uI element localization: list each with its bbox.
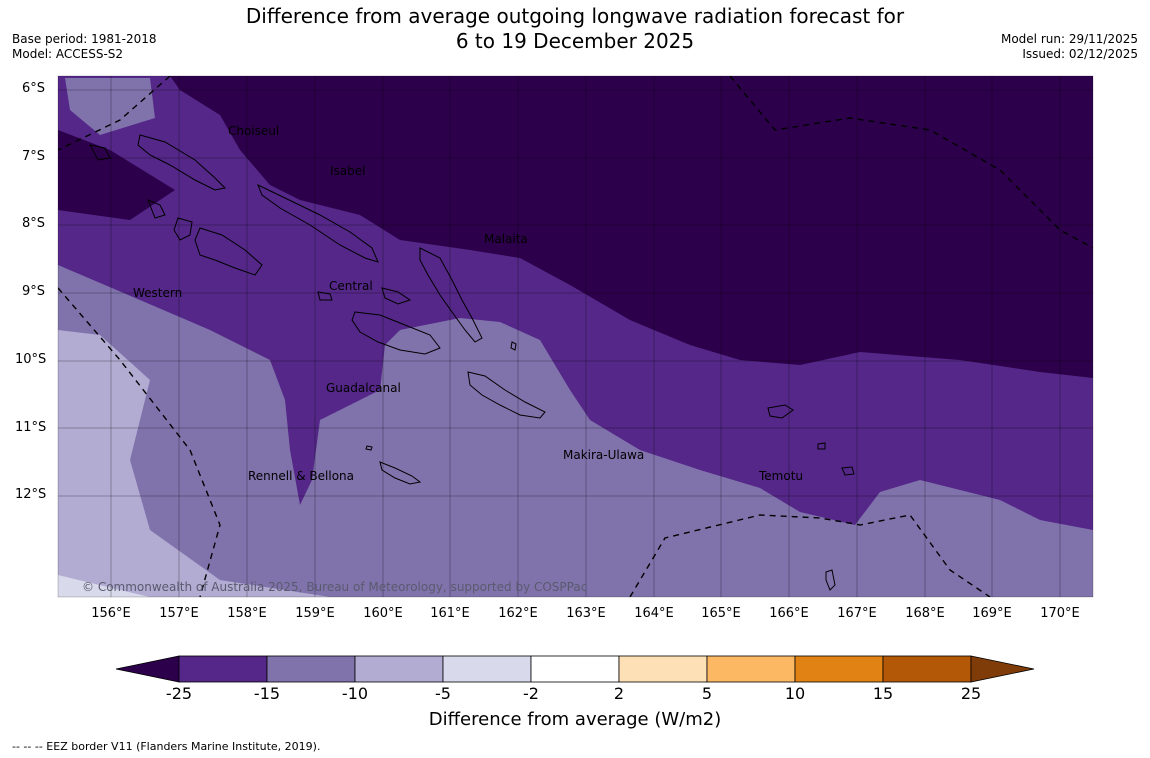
map-area [58,76,1093,597]
lon-label: 158°E [227,606,267,621]
colorbar-segment [266,655,356,683]
eez-border [58,76,1093,597]
vella-lavella [147,199,166,219]
contour-lightest-corner [58,575,150,597]
russell-islands [317,291,333,301]
colorbar-segment [706,655,796,683]
base-info: Base period: 1981-2018 Model: ACCESS-S2 [12,32,157,62]
region-label-malaita: Malaita [484,232,528,246]
colorbar-label: 15 [872,684,894,703]
lat-label: 6°S [22,81,46,96]
lon-label: 166°E [769,606,809,621]
model-name: Model: ACCESS-S2 [12,47,124,61]
lon-label: 157°E [159,606,199,621]
map-grid [58,76,1093,597]
lon-label: 160°E [363,606,403,621]
region-label-central: Central [329,279,373,293]
makira-island [467,371,546,419]
malaita-island [419,247,483,343]
lat-label: 7°S [22,149,46,164]
new-georgia-group [194,227,263,276]
florida-islands [381,287,412,305]
lon-label: 165°E [701,606,741,621]
title-line-1: Difference from average outgoing longwav… [245,4,905,28]
lat-label: 9°S [22,284,46,299]
region-label-isabel: Isabel [330,164,366,178]
colorbar-label: -15 [253,684,281,703]
contour-light-west [58,330,330,597]
region-label-western: Western [133,286,183,300]
colorbar-segment [618,655,708,683]
contour-dark-band [170,76,1093,378]
lat-label: 11°S [15,420,47,435]
island-outlines [89,134,855,591]
issued-date: Issued: 02/12/2025 [1022,47,1138,61]
utupua-island [817,442,826,450]
colorbar-label: 5 [701,684,713,703]
colorbar-extend-right [970,655,1035,683]
region-label-makira: Makira-Ulawa [563,448,645,462]
lon-label: 156°E [91,606,131,621]
lon-label: 159°E [295,606,335,621]
colorbar-label: 25 [960,684,982,703]
colorbar-extend-left [115,655,180,683]
rennell-island [379,461,422,485]
contour-dark-west [58,130,175,220]
lon-label: 170°E [1040,606,1080,621]
santa-cruz-island [767,404,794,419]
colorbar-segment [442,655,532,683]
colorbar-label: -2 [523,684,539,703]
region-label-temotu: Temotu [759,469,804,483]
region-label-guadalcanal: Guadalcanal [326,381,401,395]
colorbar [115,655,1035,683]
vanikoro-island [841,466,855,476]
lon-label: 162°E [498,606,538,621]
lon-label: 163°E [566,606,606,621]
colorbar-label: -5 [435,684,451,703]
run-info: Model run: 29/11/2025 Issued: 02/12/2025 [1001,32,1138,62]
lon-label: 161°E [430,606,470,621]
shortland-islands [89,144,111,161]
colorbar-segment [882,655,972,683]
base-period: Base period: 1981-2018 [12,32,157,46]
eez-footnote: -- -- -- EEZ border V11 (Flanders Marine… [12,740,321,753]
new-georgia [173,217,193,241]
map-frame [57,75,1094,598]
copyright-notice: © Commonwealth of Australia 2025, Bureau… [82,580,588,594]
lon-label: 164°E [634,606,674,621]
lon-label: 168°E [905,606,945,621]
ulawa-island [510,341,517,351]
chart-title: Difference from average outgoing longwav… [0,4,1150,54]
colorbar-segment [530,655,620,683]
lat-label: 10°S [15,352,47,367]
region-label-choiseul: Choiseul [228,124,280,138]
title-line-2: 6 to 19 December 2025 [455,29,695,53]
tikopia-island [825,569,836,591]
region-label-rennell: Rennell & Bellona [248,469,355,483]
colorbar-segment [794,655,884,683]
colorbar-segment [178,655,268,683]
model-run: Model run: 29/11/2025 [1000,32,1138,46]
guadalcanal-island [351,311,441,355]
bellona-island [365,445,373,451]
colorbar-label: -10 [341,684,369,703]
colorbar-segment [354,655,444,683]
lat-label: 8°S [22,216,46,231]
colorbar-label: 2 [613,684,625,703]
lon-label: 167°E [837,606,877,621]
colorbar-label: -25 [165,684,193,703]
colorbar-title: Difference from average (W/m2) [428,709,722,730]
colorbar-label: 10 [784,684,806,703]
choiseul-island [137,134,227,191]
isabel-island [257,183,379,263]
lat-label: 12°S [15,487,47,502]
lon-label: 169°E [972,606,1012,621]
contour-nw-light [65,78,155,135]
